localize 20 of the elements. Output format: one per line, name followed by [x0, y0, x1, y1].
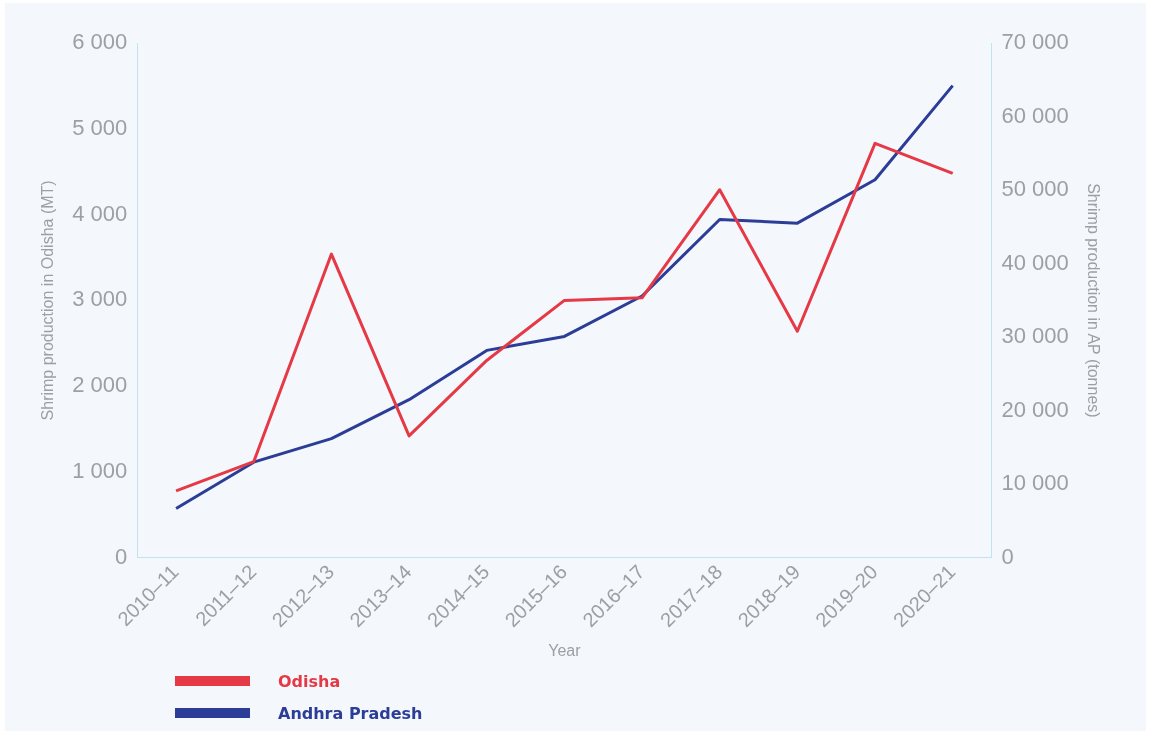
y2-axis-title: Shrimp production in AP (tonnes) [1084, 183, 1102, 418]
y-tick-label: 1 000 [72, 458, 128, 484]
y2-tick-label: 50 000 [1001, 176, 1069, 202]
y2-tick-label: 60 000 [1001, 102, 1069, 128]
y-tick-label: 0 [115, 543, 128, 569]
legend-label: Odisha [278, 671, 341, 691]
y2-tick-label: 20 000 [1001, 396, 1069, 422]
y-axis-title: Shrimp production in Odisha (MT) [39, 180, 57, 421]
y2-tick-label: 70 000 [1001, 29, 1069, 55]
y2-tick-label: 40 000 [1001, 249, 1069, 275]
y2-tick-label: 10 000 [1001, 470, 1069, 496]
y-tick-label: 4 000 [72, 200, 128, 226]
y2-tick-label: 30 000 [1001, 323, 1069, 349]
x-axis-title: Year [548, 641, 582, 659]
y-tick-label: 5 000 [72, 114, 128, 140]
y-tick-label: 2 000 [72, 372, 128, 398]
legend-label: Andhra Pradesh [278, 703, 423, 723]
y2-tick-label: 0 [1001, 543, 1014, 569]
y-tick-label: 6 000 [72, 29, 128, 55]
y-tick-label: 3 000 [72, 286, 128, 312]
